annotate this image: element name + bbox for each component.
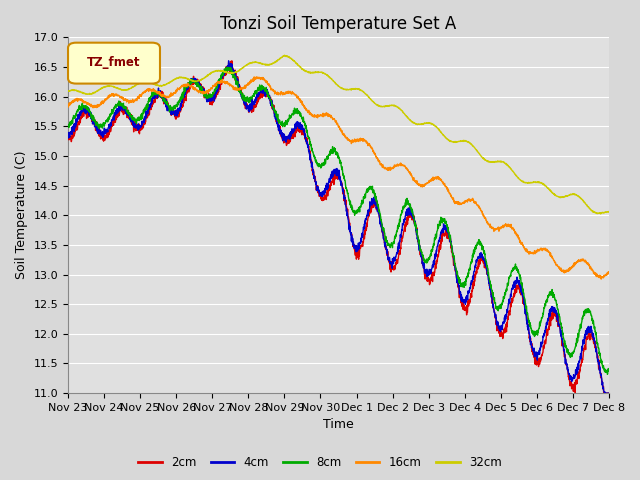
Title: Tonzi Soil Temperature Set A: Tonzi Soil Temperature Set A (220, 15, 456, 33)
Text: TZ_fmet: TZ_fmet (87, 57, 141, 70)
FancyBboxPatch shape (68, 43, 160, 84)
Legend: 2cm, 4cm, 8cm, 16cm, 32cm: 2cm, 4cm, 8cm, 16cm, 32cm (134, 452, 506, 474)
Y-axis label: Soil Temperature (C): Soil Temperature (C) (15, 151, 28, 279)
X-axis label: Time: Time (323, 419, 354, 432)
